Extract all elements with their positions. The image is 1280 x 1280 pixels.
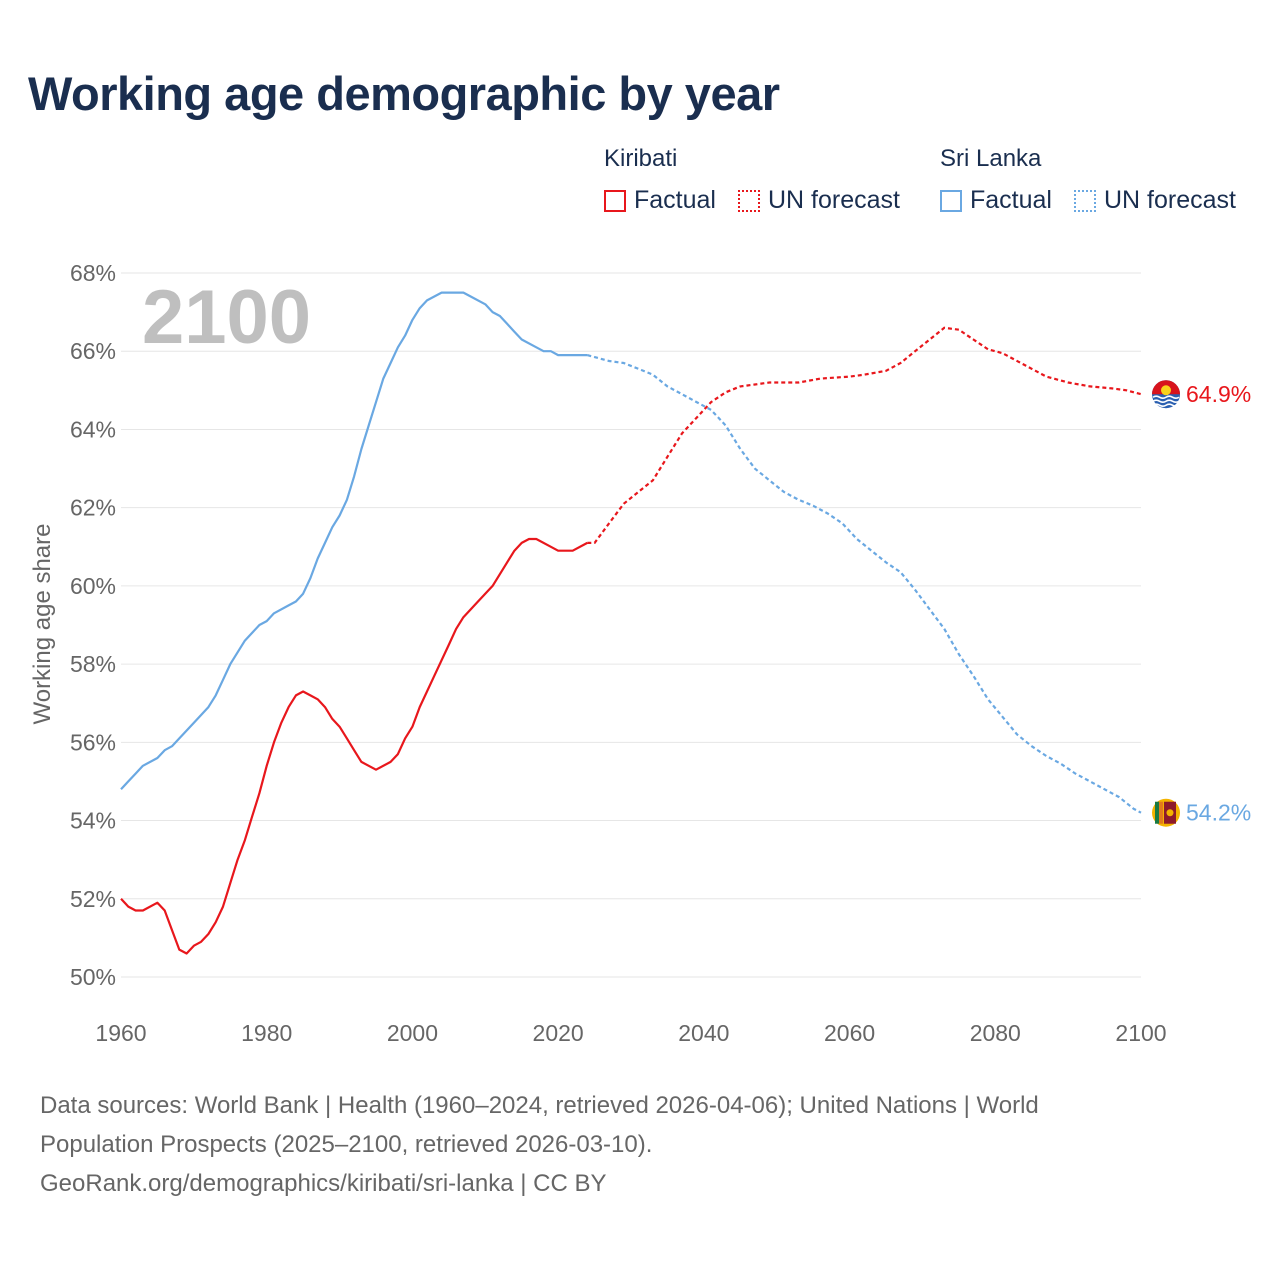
legend-sri-lanka-forecast[interactable]: UN forecast [1074, 186, 1236, 215]
x-tick-label: 2080 [970, 1020, 1021, 1046]
y-tick-label: 68% [70, 260, 116, 286]
legend-kiribati-factual-label: Factual [634, 186, 716, 214]
y-tick-label: 66% [70, 338, 116, 364]
sri-lanka-end-label: 54.2% [1186, 800, 1251, 826]
legend-dotted-swatch-icon [1074, 189, 1096, 212]
y-tick-label: 64% [70, 416, 116, 442]
source-line-2: Population Prospects (2025–2100, retriev… [40, 1131, 653, 1158]
kiribati-end-label: 64.9% [1186, 381, 1251, 407]
sri-lanka-factual-line [120, 291, 588, 791]
x-tick-label: 2060 [824, 1020, 875, 1046]
kiribati-factual-line [120, 537, 588, 955]
x-tick-label: 1980 [241, 1020, 292, 1046]
x-tick-label: 1960 [95, 1020, 146, 1046]
line-chart: 2100 50% 52% 54% 56% 58% 60% 62% 64% 66% 68% 1960… [29, 260, 1251, 1046]
sri-lanka-forecast-line [587, 354, 1142, 814]
legend-kiribati-forecast-label: UN forecast [768, 186, 900, 214]
legend-dotted-swatch-icon [738, 189, 760, 212]
y-tick-label: 54% [70, 808, 116, 834]
legend-sri-lanka-forecast-label: UN forecast [1104, 186, 1236, 214]
sri-lanka-flag-icon [1152, 798, 1180, 827]
kiribati-forecast-line [587, 326, 1142, 544]
legend-sri-lanka-factual-label: Factual [970, 186, 1052, 214]
legend-kiribati: Kiribati [604, 145, 677, 187]
year-watermark: 2100 [142, 275, 311, 360]
x-tick-label: 2100 [1115, 1020, 1166, 1046]
chart-title: Working age demographic by year [28, 67, 780, 120]
source-note: Data sources: World Bank | Health (1960–… [40, 1086, 1240, 1203]
x-tick-label: 2040 [678, 1020, 729, 1046]
y-axis-label: Working age share [29, 524, 56, 725]
y-tick-label: 50% [70, 964, 116, 990]
legend-solid-swatch-icon [604, 189, 626, 212]
y-tick-label: 52% [70, 886, 116, 912]
legend-kiribati-forecast[interactable]: UN forecast [738, 186, 900, 215]
y-tick-label: 56% [70, 729, 116, 755]
y-tick-label: 60% [70, 573, 116, 599]
kiribati-flag-icon [1152, 380, 1181, 409]
legend-sri-lanka-name: Sri Lanka [940, 145, 1042, 172]
legend-sri-lanka-factual[interactable]: Factual [940, 186, 1052, 215]
legend-kiribati-name: Kiribati [604, 145, 678, 172]
legend-kiribati-factual[interactable]: Factual [604, 186, 716, 215]
x-tick-label: 2020 [533, 1020, 584, 1046]
legend-sri-lanka: Sri Lanka [940, 145, 1041, 187]
source-line-1: Data sources: World Bank | Health (1960–… [40, 1092, 1039, 1119]
legend-solid-swatch-icon [940, 189, 962, 212]
y-tick-label: 62% [70, 495, 116, 521]
y-tick-label: 58% [70, 651, 116, 677]
x-tick-label: 2000 [387, 1020, 438, 1046]
source-line-3[interactable]: GeoRank.org/demographics/kiribati/sri-la… [40, 1170, 607, 1197]
